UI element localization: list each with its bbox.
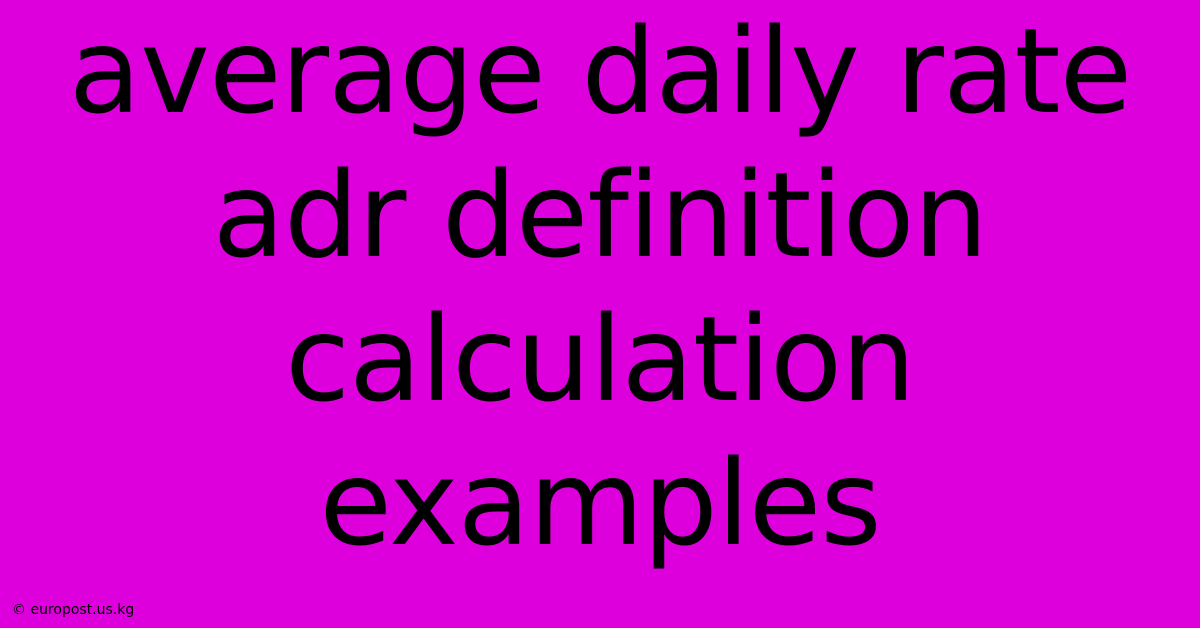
- text-line-1: average daily rate: [69, 0, 1131, 144]
- main-text-container: average daily rate adr definition calcul…: [0, 0, 1200, 628]
- text-line-3: calculation: [285, 288, 915, 432]
- text-line-2: adr definition: [213, 144, 988, 288]
- attribution-text: © europost.us.kg: [12, 602, 134, 618]
- text-line-4: examples: [319, 432, 880, 576]
